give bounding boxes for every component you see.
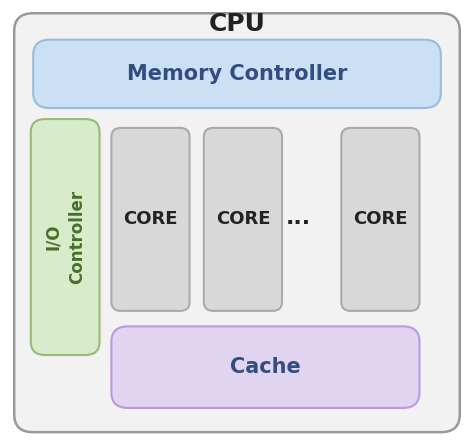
FancyBboxPatch shape	[111, 128, 190, 311]
FancyBboxPatch shape	[341, 128, 419, 311]
Text: CPU: CPU	[209, 12, 265, 36]
FancyBboxPatch shape	[204, 128, 282, 311]
Text: CORE: CORE	[123, 210, 178, 228]
FancyBboxPatch shape	[111, 326, 419, 408]
FancyBboxPatch shape	[31, 119, 100, 355]
FancyBboxPatch shape	[14, 13, 460, 432]
Text: CORE: CORE	[353, 210, 408, 228]
Text: CORE: CORE	[216, 210, 270, 228]
Text: Cache: Cache	[230, 357, 301, 377]
Text: ...: ...	[286, 208, 311, 228]
Text: Memory Controller: Memory Controller	[127, 64, 347, 84]
FancyBboxPatch shape	[33, 40, 441, 108]
Text: I/O
Controller: I/O Controller	[45, 190, 86, 284]
